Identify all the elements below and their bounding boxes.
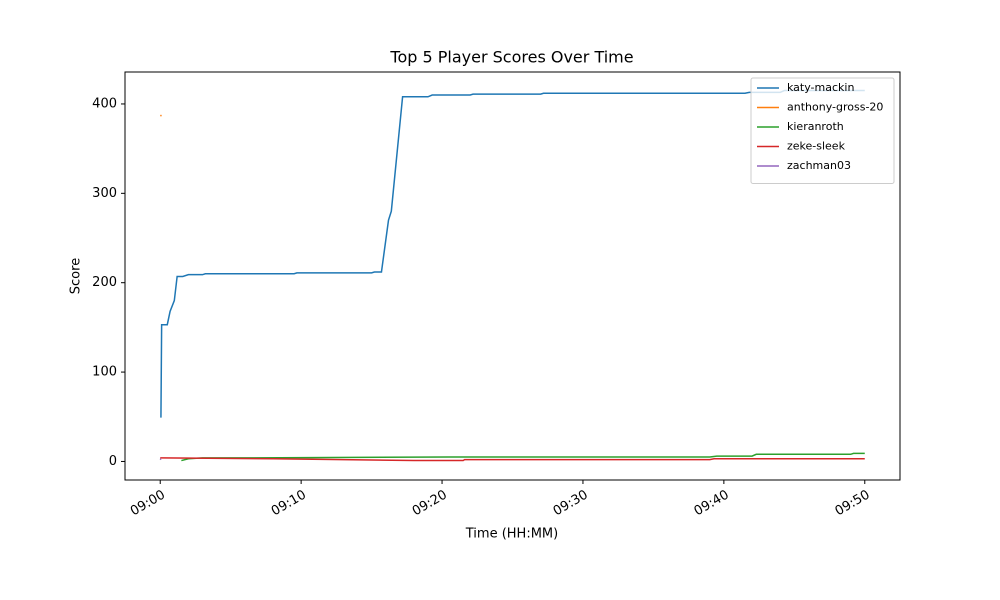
legend-label: anthony-gross-20 xyxy=(787,101,883,114)
x-tick-label: 09:00 xyxy=(128,488,168,520)
series-line xyxy=(159,458,162,461)
legend-box xyxy=(750,77,895,184)
legend-label: zeke-sleek xyxy=(787,140,846,153)
y-tick-label: 400 xyxy=(92,96,117,111)
y-tick-label: 0 xyxy=(109,454,117,469)
x-tick-label: 09:50 xyxy=(833,488,873,520)
x-axis-label: Time (HH:MM) xyxy=(465,527,558,542)
legend: katy-mackin anthony-gross-20 kieranroth zek… xyxy=(750,77,895,184)
legend-label: kieranroth xyxy=(787,120,844,133)
y-tick-label: 100 xyxy=(92,365,117,380)
x-tick-label: 09:40 xyxy=(692,488,732,520)
y-tick-label: 200 xyxy=(92,275,117,290)
x-tick-label: 09:30 xyxy=(551,488,591,520)
x-tick-label: 09:10 xyxy=(269,488,309,520)
y-axis-label: Score xyxy=(69,258,84,294)
chart-title: Top 5 Player Scores Over Time xyxy=(389,48,633,67)
legend-label: katy-mackin xyxy=(787,81,854,94)
series-line xyxy=(160,89,865,418)
x-tick-label: 09:20 xyxy=(410,488,450,520)
series-line xyxy=(160,457,865,462)
axes-frame xyxy=(124,71,901,481)
legend-label: zachman03 xyxy=(787,159,851,172)
y-tick-label: 300 xyxy=(92,186,117,201)
